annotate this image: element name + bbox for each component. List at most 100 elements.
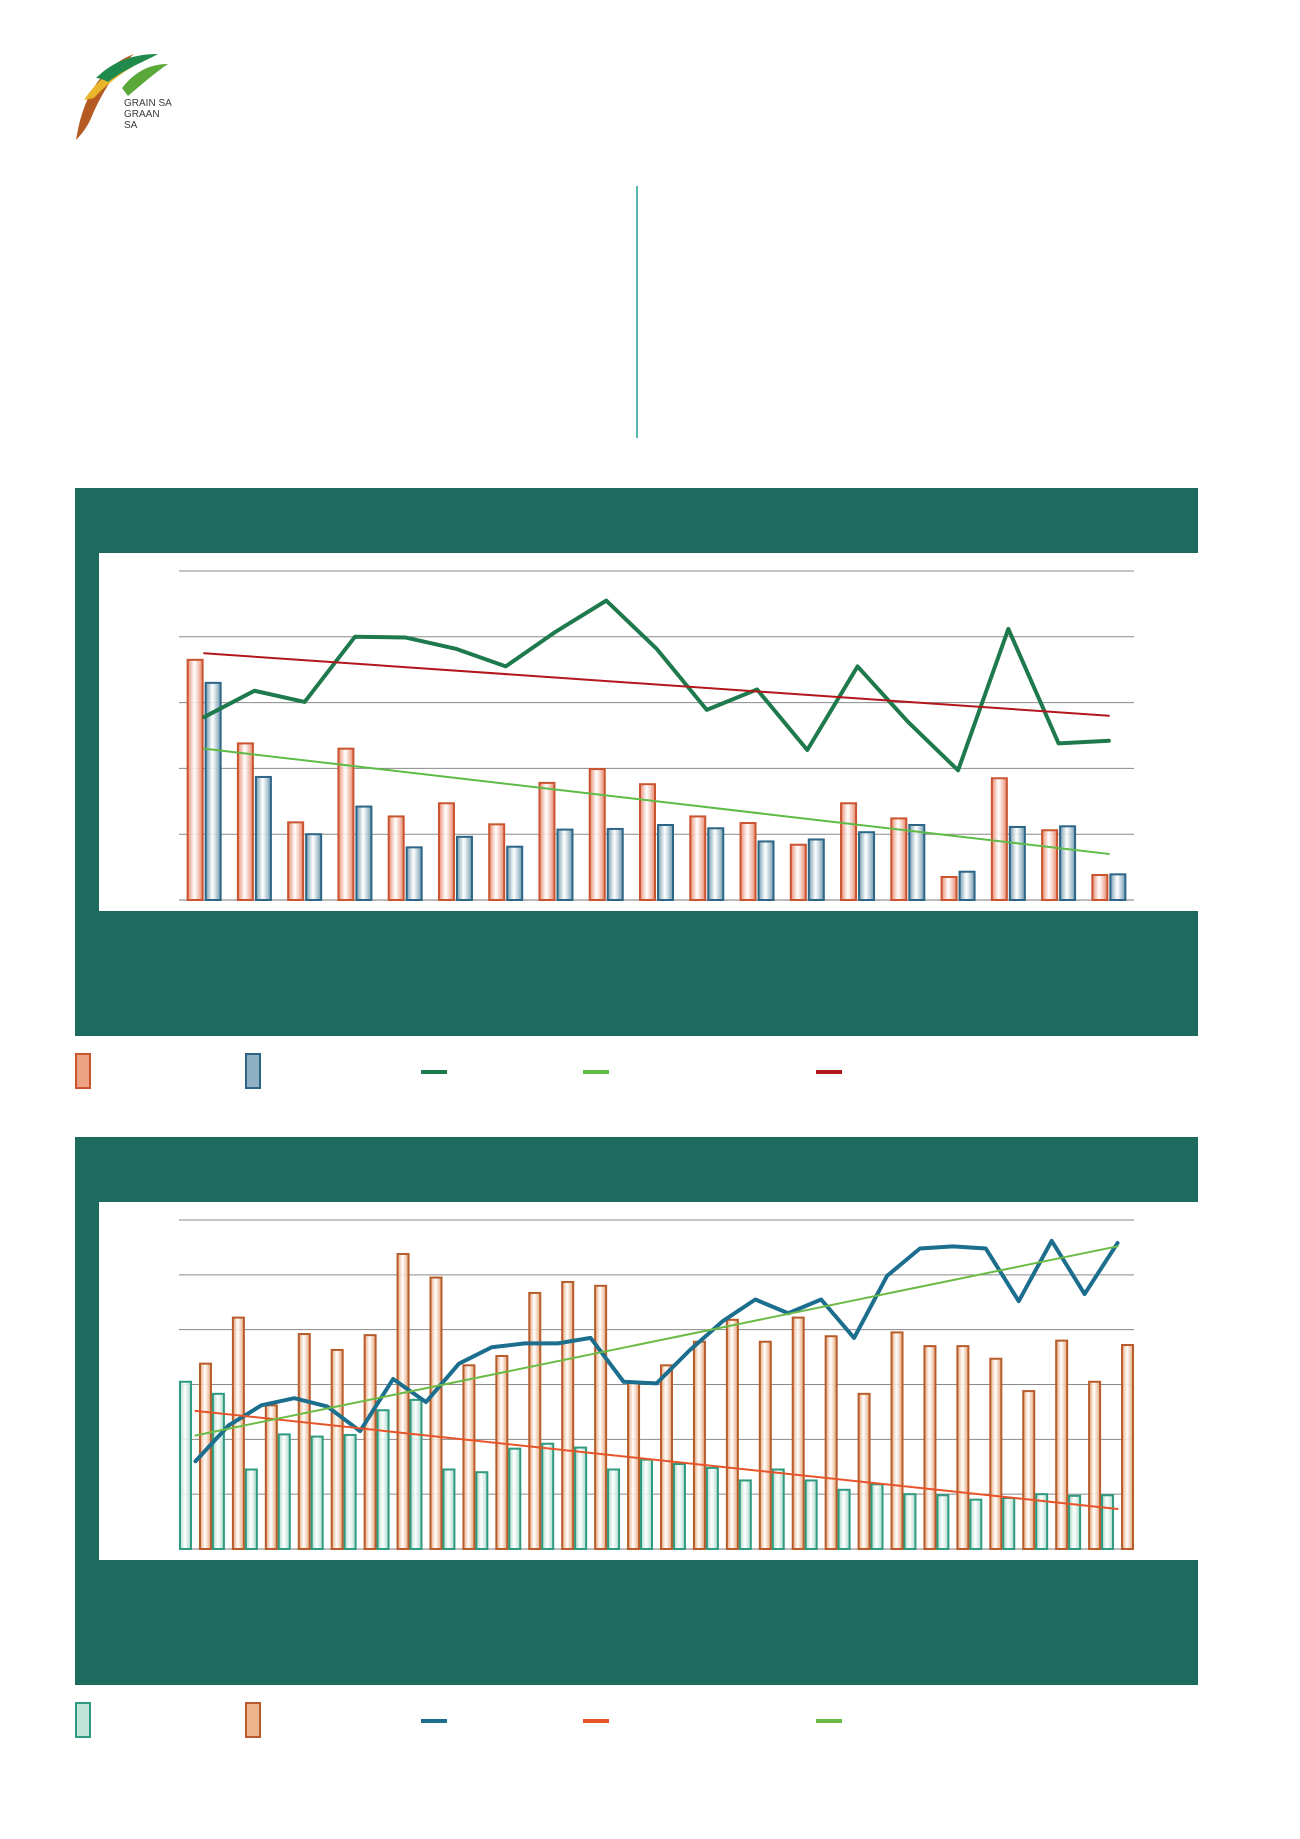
bar-2-s1-12 [541,1442,555,1550]
bar-1-s1-5 [387,815,405,901]
bar-1-s1-9 [588,768,606,901]
bar-2-s2-9 [462,1364,476,1550]
bar-1-s1-1 [186,658,204,901]
bar-2-s1-16 [672,1463,686,1550]
bar-2-s1-23 [903,1493,917,1550]
bar-1-s1-3 [287,821,305,901]
bar-2-s2-16 [692,1340,706,1550]
logo-text-grain-sa: GRAIN SA [124,98,172,109]
bar-1-s2-1 [204,681,222,901]
bar-2-s2-19 [791,1316,805,1550]
bar-1-s1-17 [990,777,1008,902]
bar-2-s1-9 [442,1468,456,1550]
legend-swatch-2-5 [816,1719,842,1723]
bar-1-s1-14 [840,802,858,901]
logo-swoosh-icon [76,54,168,140]
bar-1-s1-16 [940,875,958,902]
bar-2-s1-19 [771,1468,785,1550]
bar-2-s1-15 [640,1458,653,1551]
bar-1-s1-2 [236,742,254,901]
bar-1-s1-11 [689,815,707,901]
series-line-2-2 [194,1409,1119,1510]
bar-1-s2-5 [405,846,423,901]
bar-1-s2-12 [757,840,775,901]
bar-1-s2-10 [657,823,674,902]
bar-2-s2-17 [725,1318,739,1551]
bar-2-s2-29 [1121,1344,1135,1550]
bar-1-s1-15 [890,817,908,901]
bar-2-s2-20 [824,1335,838,1550]
chart-panel-1 [75,488,1198,1036]
bar-2-s2-18 [758,1340,772,1550]
chart-panel-2 [75,1137,1198,1685]
bar-1-s1-10 [639,783,656,901]
bar-1-s2-14 [858,831,876,902]
bar-2-s1-6 [343,1433,357,1551]
bar-2-s1-22 [870,1483,884,1550]
bar-2-s1-14 [607,1468,621,1550]
chart-1-svg [179,570,1134,902]
bar-1-s2-11 [707,827,725,902]
bar-2-s1-11 [508,1447,522,1550]
bar-1-s1-12 [739,822,757,902]
bar-2-s2-12 [561,1280,575,1550]
bar-2-s1-21 [837,1488,851,1550]
bar-1-s1-4 [337,747,355,901]
logo-text-graan-sa: GRAAN SA [124,109,160,131]
chart-plot-area-1 [99,553,1198,911]
series-line-1-2 [203,747,1110,855]
bar-2-s1-13 [574,1446,588,1550]
bar-2-s2-5 [330,1348,344,1550]
bar-2-s1-8 [409,1398,423,1550]
bar-2-s1-2 [211,1392,225,1550]
bar-2-s2-23 [923,1345,937,1550]
bar-2-s1-18 [738,1479,752,1551]
chart-plot-area-2 [99,1202,1198,1560]
bar-1-s2-8 [556,828,574,901]
legend-swatch-2-1 [75,1702,91,1738]
bar-2-s2-26 [1022,1390,1036,1550]
bar-2-s1-24 [936,1494,950,1551]
bar-2-s2-13 [594,1284,608,1551]
bar-1-s2-18 [1059,825,1077,901]
legend-swatch-1-2 [245,1053,261,1089]
bar-2-s2-7 [396,1252,410,1550]
bar-2-s2-8 [429,1276,443,1550]
bar-2-s1-29 [1101,1494,1115,1551]
grain-sa-logo: GRAIN SA GRAAN SA [72,48,172,144]
legend-swatch-1-3 [421,1070,447,1074]
bar-2-s1-28 [1068,1494,1082,1551]
bar-1-s2-15 [908,823,926,902]
bar-1-s2-9 [606,827,624,902]
bar-2-s2-10 [495,1354,509,1550]
bar-2-s2-21 [857,1392,871,1550]
chart-2-svg [178,1219,1135,1551]
bar-2-s2-11 [528,1291,542,1550]
bar-2-s2-3 [264,1404,278,1550]
bar-2-s1-3 [244,1468,258,1550]
bar-1-s1-8 [538,781,556,902]
bar-2-s1-5 [310,1435,324,1550]
column-divider [636,186,638,438]
bar-2-s2-25 [989,1357,1003,1550]
bar-1-s1-18 [1041,829,1059,902]
bar-2-s1-27 [1035,1493,1049,1550]
bar-1-s2-3 [305,833,323,902]
bar-1-s2-6 [455,835,473,901]
series-line-1-1 [202,598,1111,773]
bar-1-s1-6 [437,802,455,901]
bar-2-s2-4 [297,1333,311,1550]
bar-2-s2-14 [627,1380,641,1550]
bar-1-s2-4 [355,805,373,901]
legend-swatch-1-5 [816,1070,842,1074]
bar-1-s2-17 [1008,825,1026,902]
bar-2-s2-2 [231,1316,245,1550]
series-line-1-3 [203,652,1110,717]
chart-legend-1 [75,1053,1198,1093]
bar-2-s2-6 [363,1334,377,1550]
series-line-2-3 [194,1245,1119,1437]
bar-2-s1-1 [178,1380,192,1550]
series-line-2-1 [193,1238,1120,1464]
bar-2-s2-28 [1088,1380,1102,1550]
bar-1-s2-13 [807,838,825,901]
